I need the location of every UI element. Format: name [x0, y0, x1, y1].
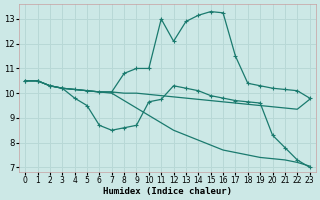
X-axis label: Humidex (Indice chaleur): Humidex (Indice chaleur)	[103, 187, 232, 196]
